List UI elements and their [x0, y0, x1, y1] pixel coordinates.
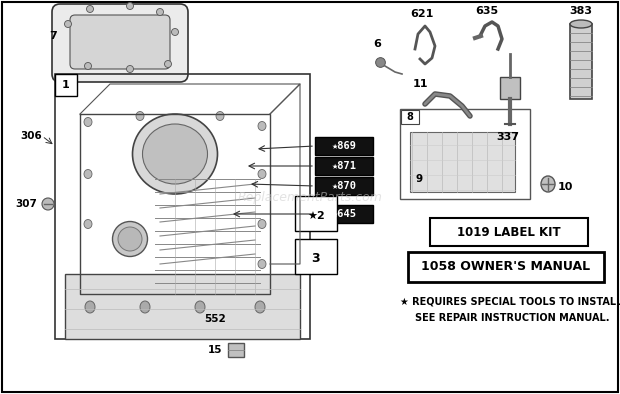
Text: 383: 383 — [570, 6, 593, 16]
Ellipse shape — [112, 221, 148, 256]
Ellipse shape — [133, 114, 218, 194]
Text: 306: 306 — [20, 131, 42, 141]
Bar — [400, 109, 530, 199]
Text: 10: 10 — [558, 182, 574, 192]
Ellipse shape — [164, 61, 172, 67]
Ellipse shape — [42, 198, 54, 210]
Text: ★2: ★2 — [307, 211, 325, 221]
Bar — [401, 110, 419, 124]
Text: 3: 3 — [312, 253, 321, 266]
Bar — [315, 137, 373, 155]
Text: 552: 552 — [204, 314, 226, 324]
Ellipse shape — [136, 112, 144, 121]
Bar — [55, 74, 310, 339]
Text: ★869: ★869 — [332, 141, 356, 151]
Ellipse shape — [85, 301, 95, 313]
Ellipse shape — [143, 124, 208, 184]
Text: 337: 337 — [497, 132, 520, 142]
Ellipse shape — [216, 112, 224, 121]
Text: 1: 1 — [62, 80, 70, 90]
Text: ★870: ★870 — [332, 181, 356, 191]
Text: 6: 6 — [373, 39, 381, 49]
Text: 11: 11 — [412, 79, 428, 89]
Text: 635: 635 — [476, 6, 498, 16]
Text: ReplacementParts.com: ReplacementParts.com — [237, 191, 383, 203]
Ellipse shape — [258, 219, 266, 229]
Bar — [315, 205, 373, 223]
Ellipse shape — [126, 65, 133, 72]
Bar — [55, 74, 77, 96]
Text: 7: 7 — [49, 31, 57, 41]
Text: 8: 8 — [407, 112, 414, 122]
Bar — [65, 274, 300, 339]
Ellipse shape — [84, 219, 92, 229]
Ellipse shape — [64, 20, 71, 28]
Text: 1058 OWNER'S MANUAL: 1058 OWNER'S MANUAL — [422, 260, 591, 273]
Bar — [295, 239, 337, 274]
Ellipse shape — [541, 176, 555, 192]
Text: 15: 15 — [208, 345, 222, 355]
Ellipse shape — [156, 9, 164, 15]
Text: ★871: ★871 — [332, 161, 356, 171]
Bar — [408, 252, 604, 282]
Bar — [295, 196, 337, 231]
Ellipse shape — [255, 301, 265, 313]
Ellipse shape — [258, 260, 266, 268]
Ellipse shape — [570, 20, 592, 28]
Text: ★645: ★645 — [332, 209, 356, 219]
Ellipse shape — [84, 169, 92, 178]
Text: 9: 9 — [415, 174, 422, 184]
Bar — [228, 343, 244, 357]
Ellipse shape — [84, 117, 92, 126]
Ellipse shape — [195, 301, 205, 313]
Ellipse shape — [126, 2, 133, 9]
Text: 307: 307 — [15, 199, 37, 209]
Ellipse shape — [118, 227, 142, 251]
Bar — [315, 157, 373, 175]
Ellipse shape — [258, 169, 266, 178]
Text: 621: 621 — [410, 9, 433, 19]
Bar — [430, 218, 588, 246]
Ellipse shape — [172, 28, 179, 35]
FancyBboxPatch shape — [52, 4, 188, 82]
Ellipse shape — [140, 301, 150, 313]
Bar — [570, 24, 592, 99]
Bar — [410, 132, 515, 192]
Ellipse shape — [87, 6, 94, 13]
Text: SEE REPAIR INSTRUCTION MANUAL.: SEE REPAIR INSTRUCTION MANUAL. — [415, 313, 609, 323]
Text: 1019 LABEL KIT: 1019 LABEL KIT — [457, 225, 561, 238]
Ellipse shape — [84, 63, 92, 69]
Bar — [500, 77, 520, 99]
Ellipse shape — [258, 121, 266, 130]
Bar — [315, 177, 373, 195]
Text: ★ REQUIRES SPECIAL TOOLS TO INSTALL.: ★ REQUIRES SPECIAL TOOLS TO INSTALL. — [400, 297, 620, 307]
FancyBboxPatch shape — [70, 15, 170, 69]
